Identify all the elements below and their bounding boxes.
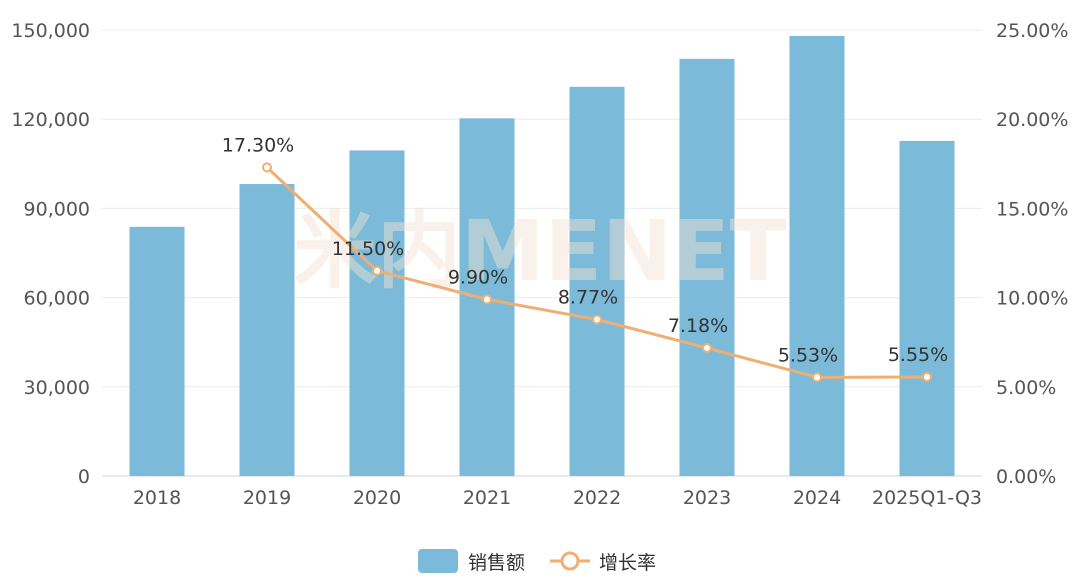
growth-rate-point <box>482 294 492 305</box>
x-tick-label: 2021 <box>463 487 511 509</box>
y-right-tick-label: 20.00% <box>996 109 1068 131</box>
growth-rate-label: 11.50% <box>332 238 404 260</box>
sales-bars <box>129 35 955 477</box>
legend-swatch-growth-marker <box>560 551 580 571</box>
y-left-tick-label: 30,000 <box>24 377 90 399</box>
legend-swatch-sales <box>418 549 458 573</box>
sales-bar <box>129 226 185 476</box>
x-tick-label: 2024 <box>793 487 841 509</box>
sales-bar <box>349 150 405 477</box>
x-tick-label: 2023 <box>683 487 731 509</box>
y-left-tick-label: 60,000 <box>24 288 90 310</box>
y-right-tick-label: 10.00% <box>996 288 1068 310</box>
sales-bar <box>679 58 735 476</box>
x-tick-label: 2025Q1-Q3 <box>872 487 982 509</box>
y-right-tick-label: 25.00% <box>996 20 1068 42</box>
y-left-tick-label: 0 <box>78 466 90 488</box>
sales-bar <box>899 140 955 476</box>
x-tick-label: 2022 <box>573 487 621 509</box>
sales-bar <box>569 86 625 477</box>
growth-line <box>262 162 932 383</box>
growth-rate-label: 8.77% <box>558 287 618 309</box>
growth-rate-point <box>812 372 822 383</box>
x-tick-label: 2019 <box>243 487 291 509</box>
y-left-tick-label: 150,000 <box>11 20 90 42</box>
y-left-tick-label: 120,000 <box>11 109 90 131</box>
growth-rate-label: 5.55% <box>888 344 948 366</box>
growth-rate-point <box>262 162 272 173</box>
legend: 销售额 增长率 <box>418 549 656 574</box>
watermark-text: 米内MENET <box>293 202 787 300</box>
y-right-tick-label: 15.00% <box>996 198 1068 220</box>
legend-label-sales: 销售额 <box>468 552 525 574</box>
growth-rate-label: 17.30% <box>222 134 294 156</box>
legend-label-growth: 增长率 <box>599 552 656 574</box>
growth-rate-point <box>372 265 382 276</box>
growth-rate-point <box>702 342 712 353</box>
growth-rate-label: 7.18% <box>668 315 728 337</box>
axis-ticks: 0 0.00% 30,000 5.00% 60,000 10.00% 90,000 15.00… <box>11 20 1068 509</box>
growth-rate-label: 5.53% <box>778 344 838 366</box>
y-right-tick-label: 5.00% <box>996 377 1056 399</box>
growth-rate-label: 9.90% <box>448 266 508 288</box>
watermark: 米内MENET <box>293 202 787 300</box>
y-left-tick-label: 90,000 <box>24 198 90 220</box>
data-labels: 17.30% 11.50% 9.90% 8.77% 7.18% 5.53% 5.55% <box>222 134 948 366</box>
sales-bar <box>239 184 295 476</box>
growth-rate-point <box>592 314 602 325</box>
growth-rate-point <box>922 371 932 382</box>
sales-bar <box>789 35 845 477</box>
y-right-tick-label: 0.00% <box>996 466 1056 488</box>
x-tick-label: 2018 <box>133 487 181 509</box>
x-tick-label: 2020 <box>353 487 401 509</box>
